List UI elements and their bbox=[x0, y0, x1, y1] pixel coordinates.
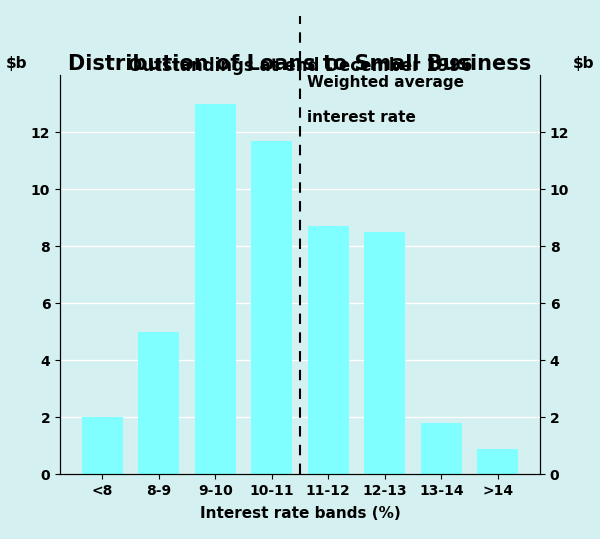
Text: $b: $b bbox=[572, 57, 594, 72]
Bar bbox=[421, 423, 461, 474]
Bar bbox=[82, 417, 122, 474]
Text: interest rate: interest rate bbox=[307, 109, 416, 125]
Bar bbox=[364, 232, 405, 474]
X-axis label: Interest rate bands (%): Interest rate bands (%) bbox=[200, 506, 400, 521]
Text: $b: $b bbox=[6, 57, 28, 72]
Text: Outstandings at end December 1996: Outstandings at end December 1996 bbox=[128, 57, 472, 74]
Title: Distribution of Loans to Small Business: Distribution of Loans to Small Business bbox=[68, 54, 532, 74]
Bar bbox=[195, 104, 236, 474]
Text: Weighted average: Weighted average bbox=[307, 75, 464, 89]
Bar bbox=[251, 141, 292, 474]
Bar bbox=[139, 332, 179, 474]
Bar bbox=[478, 448, 518, 474]
Bar bbox=[308, 226, 349, 474]
